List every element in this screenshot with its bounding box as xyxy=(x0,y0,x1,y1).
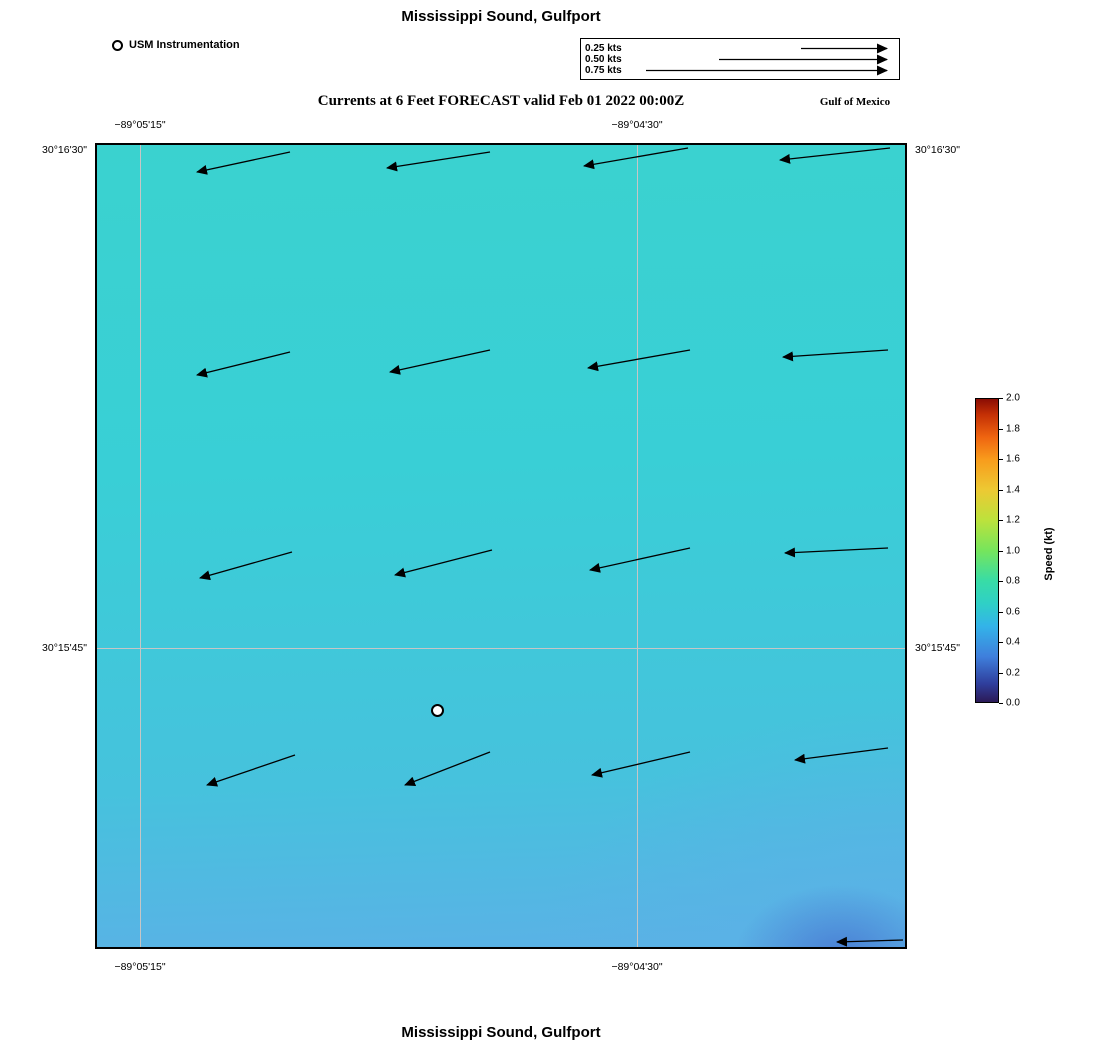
colorbar xyxy=(975,398,999,703)
colorbar-tick-label: 0.6 xyxy=(1006,606,1020,617)
region-label: Gulf of Mexico xyxy=(819,96,891,108)
colorbar-tick-label: 0.2 xyxy=(1006,667,1020,678)
lat-tick-label-left: 30°15'45" xyxy=(42,642,87,654)
current-vector xyxy=(386,151,491,172)
scale-label-050: 0.50 kts xyxy=(585,54,622,65)
current-vector xyxy=(794,747,889,764)
current-vector xyxy=(199,551,293,581)
colorbar-title-text: Speed (kt) xyxy=(1043,527,1055,581)
current-vector xyxy=(587,349,691,372)
colorbar-tick xyxy=(999,550,1003,552)
gridline-horizontal xyxy=(97,648,905,649)
colorbar-tick xyxy=(999,703,1003,704)
colorbar-tick xyxy=(999,642,1003,643)
colorbar-tick-label: 0.4 xyxy=(1006,636,1020,648)
colorbar-tick-label: 0.0 xyxy=(1006,697,1020,709)
lat-tick-label-right: 30°15'45" xyxy=(915,642,960,654)
colorbar-tick-label: 1.4 xyxy=(1006,484,1020,495)
current-vector xyxy=(583,147,689,170)
station-circle-icon xyxy=(112,39,123,51)
forecast-subtitle: Currents at 6 Feet FORECAST valid Feb 01… xyxy=(317,93,685,109)
scale-arrow-layer xyxy=(646,43,888,76)
colorbar-tick-label: 0.8 xyxy=(1006,575,1020,587)
current-vector xyxy=(206,754,296,787)
lon-tick-label-top: −89°04'30" xyxy=(611,119,663,131)
current-vector-layer xyxy=(196,147,904,947)
station-legend-label: USM Instrumentation xyxy=(129,39,240,51)
colorbar-gradient xyxy=(976,399,998,702)
lat-tick-label-right: 30°16'30" xyxy=(915,144,960,156)
current-vector xyxy=(784,547,889,558)
colorbar-tick xyxy=(999,459,1003,460)
current-vector xyxy=(591,751,691,778)
colorbar-tick xyxy=(999,520,1003,521)
current-vector xyxy=(196,151,291,175)
colorbar-tick xyxy=(999,611,1003,613)
colorbar-tick-label: 1.0 xyxy=(1006,545,1020,556)
current-vector xyxy=(196,351,291,378)
scale-label-075: 0.75 kts xyxy=(585,65,622,76)
colorbar-tick xyxy=(999,581,1003,582)
current-vector xyxy=(836,936,904,947)
current-vector xyxy=(404,751,491,787)
plot-title: Mississippi Sound, Gulfport xyxy=(401,8,601,25)
colorbar-tick-label: 1.8 xyxy=(1006,423,1020,434)
colorbar-tick-label: 2.0 xyxy=(1006,392,1020,404)
lon-tick-label-bottom: −89°04'30" xyxy=(611,961,663,973)
current-vector xyxy=(394,549,493,578)
colorbar-tick xyxy=(999,489,1003,491)
gridline-vertical xyxy=(140,145,141,947)
bottom-title: Mississippi Sound, Gulfport xyxy=(401,1024,601,1041)
colorbar-tick xyxy=(999,672,1003,674)
current-vector xyxy=(589,547,691,573)
station-marker xyxy=(431,704,444,717)
scale-legend: 0.25 kts 0.50 kts 0.75 kts xyxy=(580,38,900,80)
lon-tick-label-top: −89°05'15" xyxy=(114,119,166,131)
colorbar-tick xyxy=(999,428,1003,430)
colorbar-tick-label: 1.2 xyxy=(1006,514,1020,526)
scale-label-025: 0.25 kts xyxy=(585,43,622,54)
current-vector xyxy=(782,349,889,362)
current-map xyxy=(95,143,907,949)
colorbar-tick xyxy=(999,398,1003,399)
lon-tick-label-bottom: −89°05'15" xyxy=(114,961,166,973)
current-vector xyxy=(389,349,491,375)
gridline-vertical xyxy=(637,145,638,947)
colorbar-tick-label: 1.6 xyxy=(1006,453,1020,465)
station-legend: USM Instrumentation xyxy=(112,39,240,51)
current-vector xyxy=(779,147,891,164)
lat-tick-label-left: 30°16'30" xyxy=(42,144,87,156)
